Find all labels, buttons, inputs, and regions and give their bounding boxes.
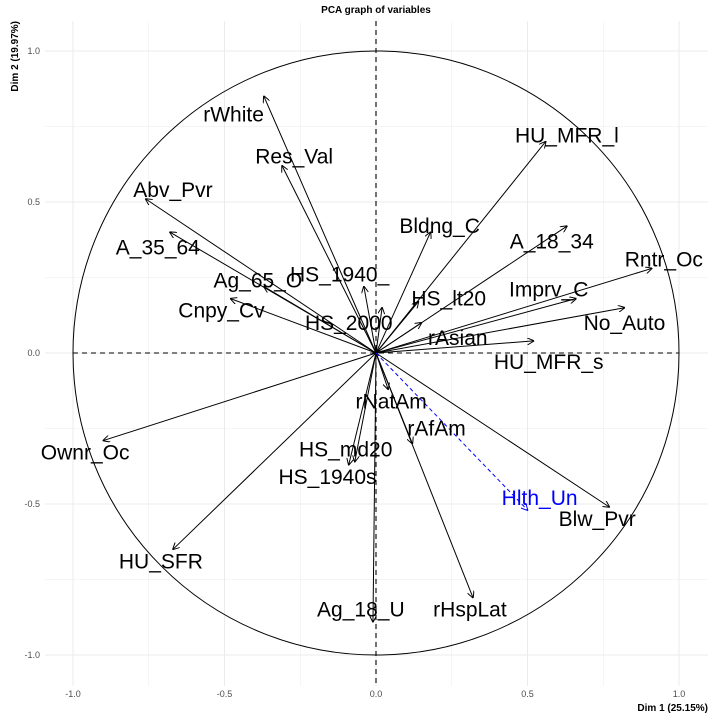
y-tick-label: 0.5 xyxy=(27,197,40,207)
variable-label-rwhite: rWhite xyxy=(203,103,264,126)
x-tick-label: -1.0 xyxy=(65,689,81,699)
chart-title: PCA graph of variables xyxy=(321,5,431,16)
x-tick-label: 1.0 xyxy=(673,689,686,699)
variable-arrow-hs_1940_ xyxy=(364,287,377,354)
y-tick-label: -0.5 xyxy=(24,499,40,509)
y-tick-label: 0.0 xyxy=(27,348,40,358)
variable-label-hlth_un: Hlth_Un xyxy=(502,487,578,510)
variable-label-ag_65_o: Ag_65_O xyxy=(213,270,302,293)
variable-label-rntr_oc: Rntr_Oc xyxy=(625,248,703,271)
y-axis-title: Dim 2 (19.97%) xyxy=(10,21,21,92)
variable-label-hs_lt20: HS_lt20 xyxy=(411,288,486,311)
variable-arrow-res_val xyxy=(282,166,377,354)
variable-label-hu_mfr_s: HU_MFR_s xyxy=(494,351,604,374)
variable-arrow-hs_lt20 xyxy=(375,302,418,354)
variable-label-a_18_34: A_18_34 xyxy=(510,230,594,253)
variable-arrow-blw_pvr xyxy=(375,352,609,507)
y-tick-label: 1.0 xyxy=(27,46,40,56)
variable-label-imprv_c: Imprv_C xyxy=(509,279,588,302)
variable-arrow-hlth_un xyxy=(375,352,528,510)
variable-arrow-cnpy_cv xyxy=(231,299,377,354)
tick-labels: -1.0 -0.5 0.0 0.5 1.0 -1.0 -0.5 0.0 0.5 1.0 xyxy=(24,46,685,699)
variable-label-hu_mfr_l: HU_MFR_l xyxy=(515,125,619,148)
variable-label-no_auto: No_Auto xyxy=(584,312,666,335)
variable-arrow-hu_mfr_s xyxy=(375,341,534,354)
variable-arrows xyxy=(103,96,651,621)
variable-arrow-hs_md20 xyxy=(355,352,377,462)
variable-arrow-hs_1940s xyxy=(349,352,377,465)
variable-label-bldng_c: Bldng_C xyxy=(399,215,480,238)
variable-label-rafam: rAfAm xyxy=(407,418,465,441)
x-tick-label: 0.5 xyxy=(521,689,534,699)
variable-arrow-hu_sfr xyxy=(173,352,377,549)
y-tick-label: -1.0 xyxy=(24,650,40,660)
variable-label-ag_18_u: Ag_18_U xyxy=(317,599,405,622)
variable-label-res_val: Res_Val xyxy=(255,146,333,169)
variable-arrow-bldng_c xyxy=(375,232,431,354)
variable-label-ownr_oc: Ownr_Oc xyxy=(41,442,130,465)
x-tick-label: -0.5 xyxy=(217,689,233,699)
variable-label-hs_1940_: HS_1940_ xyxy=(290,263,390,286)
variable-label-rnatam: rNatAm xyxy=(356,390,427,413)
variable-labels: rWhite Res_Val Abv_Pvr A_35_64 Ag_65_O Cnpy_C… xyxy=(41,103,703,621)
variable-label-hs_2000: HS_2000 xyxy=(305,312,393,335)
variable-arrow-rwhite xyxy=(264,96,377,354)
variable-arrow-abv_pvr xyxy=(146,199,377,354)
variable-label-cnpy_cv: Cnpy_Cv xyxy=(178,300,265,323)
variable-label-hs_md20: HS_md20 xyxy=(299,439,392,462)
variable-label-blw_pvr: Blw_Pvr xyxy=(559,508,636,531)
variable-label-rhsplat: rHspLat xyxy=(433,599,507,622)
reference-lines xyxy=(72,21,680,686)
variable-arrow-hu_mfr_l xyxy=(375,142,546,354)
variable-label-a_35_64: A_35_64 xyxy=(116,236,200,259)
variable-arrow-rasian xyxy=(375,323,421,354)
variable-arrow-rntr_oc xyxy=(375,268,652,354)
variable-label-rasian: rAsian xyxy=(428,327,488,350)
variable-arrow-imprv_c xyxy=(375,299,576,354)
x-tick-label: 0.0 xyxy=(370,689,383,699)
variable-arrow-ownr_oc xyxy=(103,352,377,441)
variable-arrow-ag_65_o xyxy=(264,287,377,354)
variable-arrow-ag_18_u xyxy=(373,352,376,622)
variable-arrow-rhsplat xyxy=(375,352,473,598)
x-axis-title: Dim 1 (25.15%) xyxy=(637,703,708,714)
variable-label-hu_sfr: HU_SFR xyxy=(119,550,203,573)
variable-arrow-hs_2000 xyxy=(375,308,382,354)
variable-label-hs_1940s: HS_1940s xyxy=(278,466,376,489)
variable-arrow-no_auto xyxy=(375,308,624,354)
variable-label-abv_pvr: Abv_Pvr xyxy=(133,179,212,202)
